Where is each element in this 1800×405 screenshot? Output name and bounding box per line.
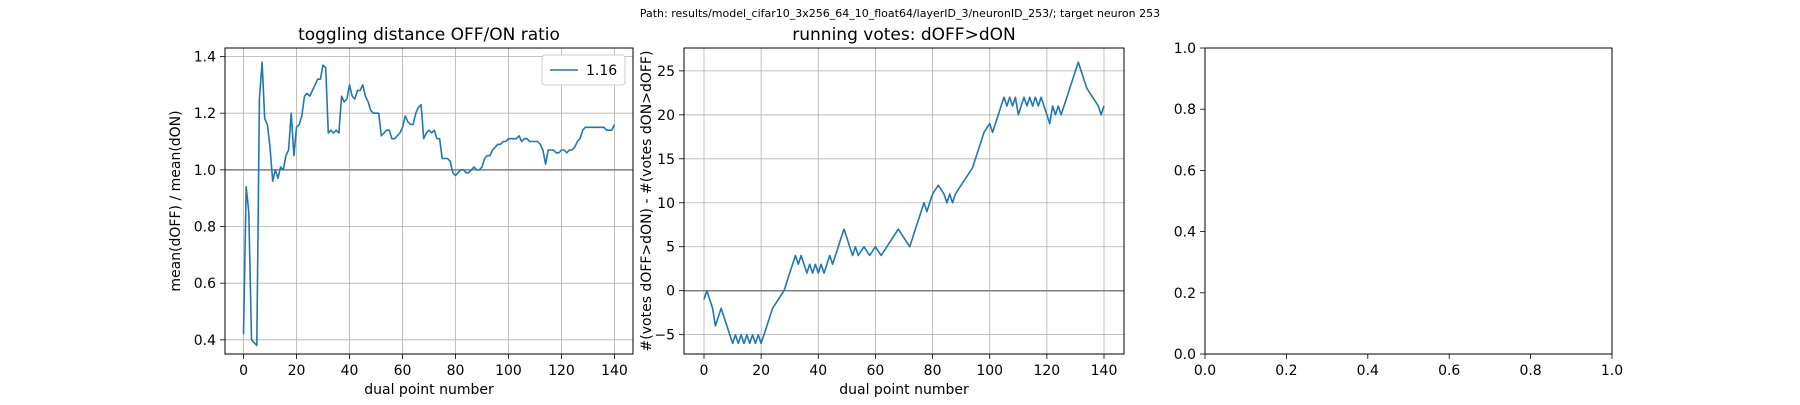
y-tick-label: 0.6 xyxy=(1174,163,1196,179)
y-tick-label: 0.8 xyxy=(1174,102,1196,118)
ticks: 0 20 40 60 80 100 120 140 0.4 0.6 0.8 1.0 1.2 1.4 xyxy=(194,50,628,380)
series-line xyxy=(703,61,1105,345)
y-tick-label: 10 xyxy=(657,196,675,212)
legend-box xyxy=(541,54,626,86)
y-tick-label: 25 xyxy=(657,64,675,80)
x-tick-label: 40 xyxy=(341,363,359,379)
x-tick-label: 60 xyxy=(394,363,412,379)
grid xyxy=(225,48,633,354)
x-tick-label: 140 xyxy=(601,363,628,379)
y-tick-label: 0.8 xyxy=(194,220,216,236)
x-tick-label: 20 xyxy=(288,363,306,379)
plot-frame xyxy=(1204,47,1613,355)
x-tick-label: 0 xyxy=(239,363,248,379)
x-tick-label: 20 xyxy=(752,363,770,379)
x-tick-label: 1.0 xyxy=(1601,363,1623,379)
chart-toggling-ratio: 0 20 40 60 80 100 120 140 0.4 0.6 0.8 1.0 1.2 1.4 togg… xyxy=(168,25,634,398)
chart-title: running votes: dOFF>dON xyxy=(792,25,1015,45)
x-tick-label: 40 xyxy=(809,363,827,379)
x-tick-label: 100 xyxy=(495,363,522,379)
y-tick-label: 0.4 xyxy=(194,333,216,349)
x-tick-label: 0.6 xyxy=(1438,363,1460,379)
y-tick-label: 0.2 xyxy=(1174,286,1196,302)
x-axis-label: dual point number xyxy=(839,382,969,398)
x-tick-label: 80 xyxy=(447,363,465,379)
y-tick-label: 1.0 xyxy=(194,163,216,179)
x-tick-label: 0.4 xyxy=(1357,363,1379,379)
x-tick-label: 140 xyxy=(1091,363,1118,379)
ticks: 0.0 0.2 0.4 0.6 0.8 1.0 0.0 0.2 0.4 0.6 0.8 1.0 xyxy=(1174,41,1623,379)
x-axis-label: dual point number xyxy=(364,382,494,398)
y-tick-label: 20 xyxy=(657,108,675,124)
plot-frame xyxy=(224,47,634,355)
grid xyxy=(684,48,1124,354)
y-axis-label: #(votes dOFF>dON) - #(votes dON>dOFF) xyxy=(639,51,655,352)
x-tick-label: 120 xyxy=(548,363,575,379)
ticks: 0 20 40 60 80 100 120 140 −5 0 5 10 15 20 25 xyxy=(654,64,1117,379)
plot-frame xyxy=(683,47,1125,355)
y-tick-label: −5 xyxy=(654,328,675,344)
chart-title: toggling distance OFF/ON ratio xyxy=(298,25,560,45)
y-tick-label: 15 xyxy=(657,152,675,168)
x-tick-label: 0.0 xyxy=(1194,363,1216,379)
figure-suptitle: Path: results/model_cifar10_3x256_64_10_… xyxy=(640,7,1160,20)
y-tick-label: 5 xyxy=(666,240,675,256)
y-axis-label: mean(dOFF) / mean(dON) xyxy=(168,110,184,291)
y-tick-label: 1.2 xyxy=(194,106,216,122)
y-tick-label: 1.0 xyxy=(1174,41,1196,57)
x-tick-label: 80 xyxy=(924,363,942,379)
series-line xyxy=(242,61,616,347)
x-tick-label: 60 xyxy=(867,363,885,379)
y-tick-label: 0 xyxy=(666,284,675,300)
y-tick-label: 0.0 xyxy=(1174,347,1196,363)
legend: 1.16 xyxy=(541,54,626,86)
chart-running-votes: 0 20 40 60 80 100 120 140 −5 0 5 10 15 20 25 running vo… xyxy=(639,25,1125,398)
y-tick-label: 1.4 xyxy=(194,50,216,66)
x-tick-label: 0.8 xyxy=(1519,363,1541,379)
x-tick-label: 0.2 xyxy=(1275,363,1297,379)
y-tick-label: 0.6 xyxy=(194,276,216,292)
chart-empty: 0.0 0.2 0.4 0.6 0.8 1.0 0.0 0.2 0.4 0.6 0.8 1.0 xyxy=(1174,41,1623,379)
legend-entry: 1.16 xyxy=(586,63,617,79)
y-tick-label: 0.4 xyxy=(1174,225,1196,241)
x-tick-label: 0 xyxy=(700,363,709,379)
x-tick-label: 100 xyxy=(976,363,1003,379)
x-tick-label: 120 xyxy=(1033,363,1060,379)
